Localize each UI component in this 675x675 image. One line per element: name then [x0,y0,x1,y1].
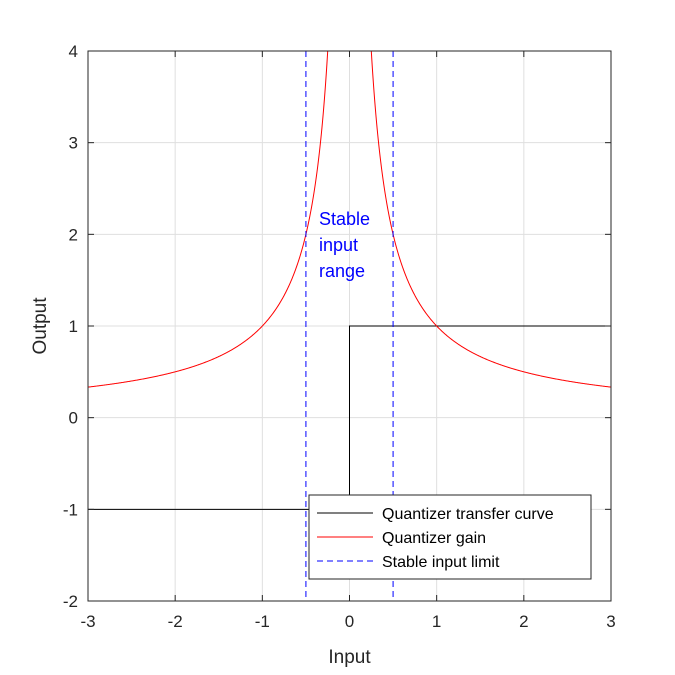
annotation-line: range [319,261,365,281]
y-axis-label: Output [30,297,51,355]
plot-area [88,51,611,601]
x-axis-label: Input [328,647,371,668]
annotation-text: Stable input range [319,209,370,281]
x-tick-label: 1 [432,612,441,631]
gain-curve-right [370,51,611,388]
y-tick-label: -2 [63,592,78,611]
x-tick-label: -1 [255,612,270,631]
legend-label: Stable input limit [382,554,500,571]
annotation-line: Stable [319,209,370,229]
legend-label: Quantizer transfer curve [382,506,554,523]
y-tick-label: 4 [69,42,78,61]
gain-curve-left [88,51,329,388]
x-tick-label: -3 [80,612,95,631]
x-tick-label: 0 [345,612,354,631]
legend: Quantizer transfer curve Quantizer gain St… [308,494,592,580]
x-tick-label: 3 [606,612,615,631]
x-tick-label: 2 [519,612,528,631]
y-tick-label: -1 [63,500,78,519]
y-tick-label: 3 [69,134,78,153]
y-tick-label: 2 [69,225,78,244]
y-tick-label: 1 [69,317,78,336]
annotation-line: input [319,235,358,255]
y-tick-label: 0 [69,409,78,428]
x-tick-label: -2 [168,612,183,631]
legend-label: Quantizer gain [382,530,486,547]
transfer-curve-line [88,325,611,510]
